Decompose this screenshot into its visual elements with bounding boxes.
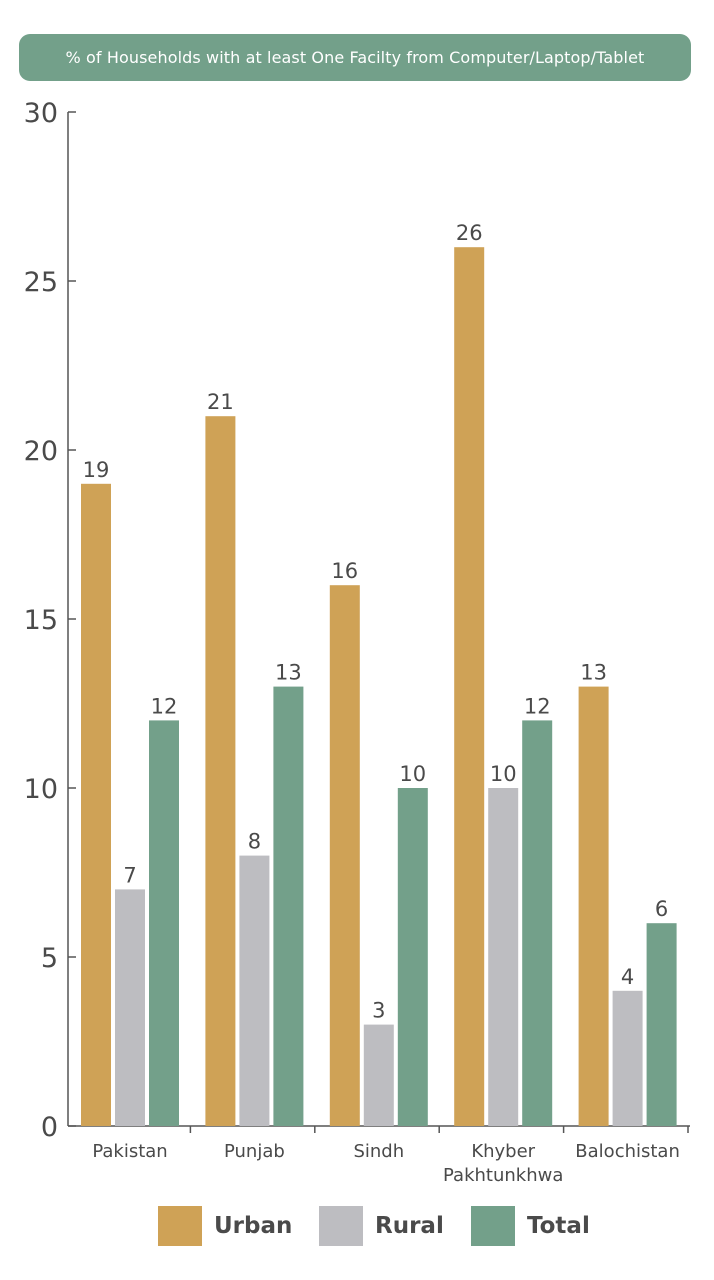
legend-label-total: Total xyxy=(527,1213,590,1239)
y-tick-label: 20 xyxy=(24,436,58,467)
bar-rural-0 xyxy=(115,889,145,1126)
y-tick-label: 15 xyxy=(24,605,58,636)
data-label: 13 xyxy=(275,661,302,685)
legend-item-urban: Urban xyxy=(158,1204,292,1248)
bar-total-3 xyxy=(522,720,553,1126)
bar-urban-4 xyxy=(578,686,609,1126)
legend-item-rural: Rural xyxy=(319,1204,444,1248)
bar-urban-2 xyxy=(329,585,360,1126)
data-label: 8 xyxy=(248,830,261,854)
bar-rural-1 xyxy=(239,855,270,1126)
y-tick-label: 5 xyxy=(41,943,58,974)
legend-label-urban: Urban xyxy=(214,1213,293,1239)
data-label: 13 xyxy=(580,661,607,685)
data-label: 4 xyxy=(621,965,634,989)
bar-urban-1 xyxy=(205,416,236,1126)
legend-swatch-total xyxy=(471,1206,515,1246)
bar-total-1 xyxy=(273,686,304,1126)
data-label: 10 xyxy=(490,762,517,786)
bar-rural-2 xyxy=(363,1024,394,1126)
y-tick-label: 30 xyxy=(24,98,58,129)
y-tick-label: 25 xyxy=(24,267,58,298)
legend-label-rural: Rural xyxy=(375,1213,444,1239)
y-tick-label: 10 xyxy=(24,774,58,805)
data-label: 10 xyxy=(399,762,426,786)
bar-total-0 xyxy=(149,720,179,1126)
data-label: 12 xyxy=(151,694,178,718)
x-category-label: Pakistan xyxy=(92,1141,167,1162)
x-category-label: Balochistan xyxy=(575,1141,680,1162)
data-label: 21 xyxy=(207,390,234,414)
bar-urban-3 xyxy=(454,247,485,1126)
x-category-label: Khyber xyxy=(471,1141,535,1162)
data-label: 3 xyxy=(372,999,385,1023)
data-label: 19 xyxy=(83,458,110,482)
bar-urban-0 xyxy=(81,483,111,1126)
bar-total-2 xyxy=(397,788,428,1126)
x-category-label: Sindh xyxy=(353,1141,404,1162)
y-tick-label: 0 xyxy=(41,1112,58,1143)
bar-chart: 0 5 10 15 20 25 30 19 7 12 Pakistan 21 8 13 Punjab 16 3 1… xyxy=(24,98,690,1186)
legend-item-total: Total xyxy=(471,1204,590,1248)
chart-legend: Urban Rural Total xyxy=(0,1204,714,1248)
data-label: 6 xyxy=(655,897,668,921)
bar-rural-4 xyxy=(612,990,643,1126)
data-label: 26 xyxy=(456,221,483,245)
legend-swatch-rural xyxy=(319,1206,363,1246)
bar-total-4 xyxy=(646,923,677,1126)
legend-swatch-urban xyxy=(158,1206,202,1246)
bar-rural-3 xyxy=(488,788,519,1126)
data-label: 16 xyxy=(331,559,358,583)
data-label: 12 xyxy=(524,694,551,718)
data-label: 7 xyxy=(123,863,136,887)
chart-title: % of Households with at least One Facilt… xyxy=(19,34,691,81)
x-category-label: Punjab xyxy=(224,1141,285,1162)
x-category-label: Pakhtunkhwa xyxy=(443,1165,563,1186)
